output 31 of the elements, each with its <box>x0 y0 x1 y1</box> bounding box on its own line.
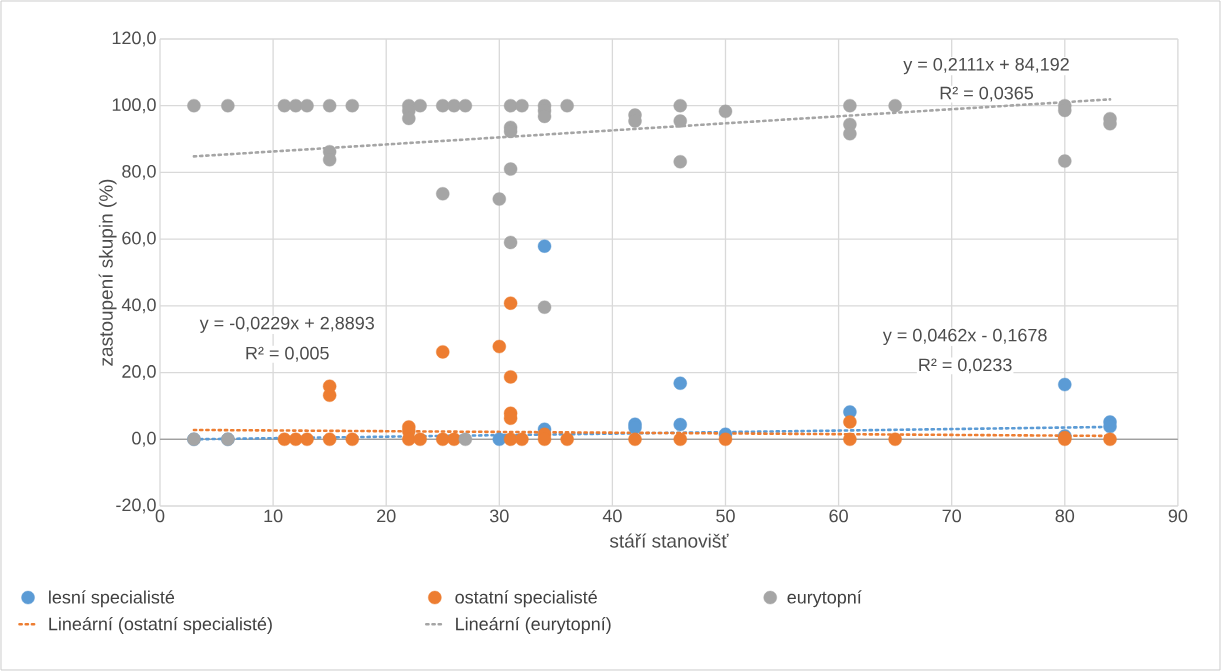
legend-label: Lineární (eurytopní) <box>456 616 611 634</box>
x-axis-title: stáří stanovišť <box>609 533 729 548</box>
annotation: R² = 0,005 <box>246 346 329 362</box>
y-tick-label: 20,0 <box>122 365 156 380</box>
x-tick-label: 20 <box>377 509 396 523</box>
legend-label: Lineární (ostatní specialisté) <box>49 616 272 634</box>
y-tick-label: 0,0 <box>132 431 156 447</box>
x-tick-label: 70 <box>942 509 961 523</box>
y-tick-label: 60,0 <box>122 231 156 247</box>
annotation: R² = 0,0233 <box>919 358 1012 374</box>
x-tick-label: 40 <box>602 509 622 523</box>
y-tick-label: -20,0 <box>116 498 156 514</box>
x-tick-label: 30 <box>489 509 509 523</box>
annotation: y = 0,2111x + 84,192 <box>903 57 1069 75</box>
x-tick-label: 10 <box>264 509 283 523</box>
y-axis-title: zastoupení skupin (%) <box>98 179 117 366</box>
legend-label: eurytopní <box>787 590 862 608</box>
annotation: y = -0,0229x + 2,8893 <box>199 316 374 333</box>
annotation: R² = 0,0365 <box>940 86 1034 102</box>
annotation: y = 0,0462x - 0,1678 <box>882 328 1047 346</box>
x-tick-label: 50 <box>716 509 735 523</box>
x-tick-label: 60 <box>829 509 848 523</box>
y-tick-label: 100,0 <box>112 98 156 114</box>
x-tick-label: 0 <box>155 509 165 523</box>
x-tick-label: 80 <box>1055 509 1075 523</box>
y-tick-label: 40,0 <box>121 298 156 314</box>
x-tick-label: 90 <box>1168 509 1188 523</box>
legend-label: lesní specialisté <box>49 590 175 608</box>
y-tick-label: 120,0 <box>112 31 156 47</box>
y-tick-label: 80,0 <box>122 164 156 180</box>
legend-label: ostatní specialisté <box>455 590 597 608</box>
